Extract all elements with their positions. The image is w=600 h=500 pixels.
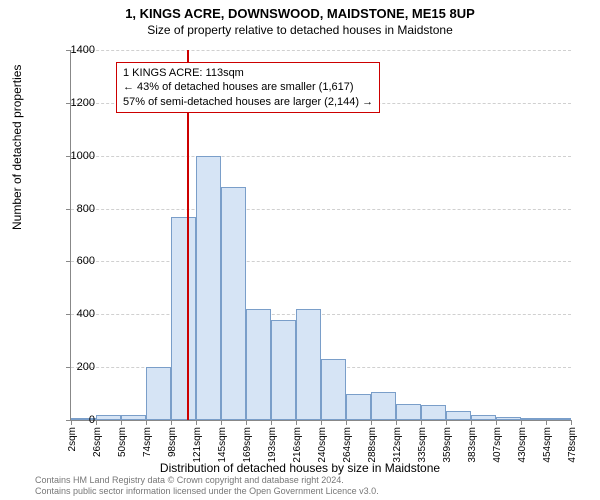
xtick-mark [171, 420, 172, 425]
xtick-label: 216sqm [292, 427, 303, 472]
histogram-bar [371, 392, 396, 420]
gridline [71, 209, 571, 210]
xtick-label: 145sqm [217, 427, 228, 472]
histogram-bar [246, 309, 271, 420]
xtick-label: 335sqm [417, 427, 428, 472]
histogram-bar [546, 418, 571, 420]
xtick-label: 312sqm [392, 427, 403, 472]
gridline [71, 314, 571, 315]
ytick-label: 1200 [55, 97, 95, 109]
xtick-label: 74sqm [142, 427, 153, 472]
annotation-line2: ← 43% of detached houses are smaller (1,… [123, 80, 373, 94]
ytick-label: 200 [55, 361, 95, 373]
histogram-bar [96, 415, 121, 420]
xtick-label: 264sqm [342, 427, 353, 472]
footer-attribution: Contains HM Land Registry data © Crown c… [35, 475, 379, 497]
histogram-bar [346, 394, 371, 420]
xtick-mark [296, 420, 297, 425]
ytick-label: 0 [55, 414, 95, 426]
histogram-bar [321, 359, 346, 420]
histogram-bar [271, 320, 296, 420]
annotation-box: 1 KINGS ACRE: 113sqm← 43% of detached ho… [116, 62, 380, 113]
gridline [71, 156, 571, 157]
gridline [71, 50, 571, 51]
xtick-mark [571, 420, 572, 425]
xtick-mark [146, 420, 147, 425]
xtick-label: 407sqm [492, 427, 503, 472]
xtick-label: 98sqm [167, 427, 178, 472]
annotation-line3: 57% of semi-detached houses are larger (… [123, 95, 373, 109]
xtick-mark [271, 420, 272, 425]
xtick-label: 430sqm [517, 427, 528, 472]
footer-line1: Contains HM Land Registry data © Crown c… [35, 475, 379, 486]
xtick-mark [246, 420, 247, 425]
histogram-bar [121, 415, 146, 420]
chart-container: 1, KINGS ACRE, DOWNSWOOD, MAIDSTONE, ME1… [0, 0, 600, 500]
histogram-bar [421, 405, 446, 420]
xtick-label: 478sqm [567, 427, 578, 472]
xtick-mark [196, 420, 197, 425]
xtick-label: 240sqm [317, 427, 328, 472]
xtick-mark [121, 420, 122, 425]
xtick-label: 383sqm [467, 427, 478, 472]
xtick-mark [371, 420, 372, 425]
xtick-mark [521, 420, 522, 425]
histogram-bar [146, 367, 171, 420]
histogram-bar [196, 156, 221, 420]
xtick-label: 288sqm [367, 427, 378, 472]
xtick-mark [321, 420, 322, 425]
xtick-label: 454sqm [542, 427, 553, 472]
histogram-bar [521, 418, 546, 420]
histogram-bar [221, 187, 246, 420]
gridline [71, 261, 571, 262]
xtick-label: 359sqm [442, 427, 453, 472]
histogram-bar [396, 404, 421, 420]
xtick-mark [421, 420, 422, 425]
xtick-mark [496, 420, 497, 425]
xtick-mark [221, 420, 222, 425]
xtick-mark [546, 420, 547, 425]
footer-line2: Contains public sector information licen… [35, 486, 379, 497]
plot-area: 1 KINGS ACRE: 113sqm← 43% of detached ho… [70, 50, 571, 421]
ytick-label: 1400 [55, 44, 95, 56]
ytick-label: 600 [55, 255, 95, 267]
xtick-mark [346, 420, 347, 425]
histogram-bar [471, 415, 496, 420]
ytick-label: 1000 [55, 150, 95, 162]
chart-title: 1, KINGS ACRE, DOWNSWOOD, MAIDSTONE, ME1… [0, 0, 600, 21]
ytick-label: 800 [55, 203, 95, 215]
chart-subtitle: Size of property relative to detached ho… [0, 21, 600, 37]
xtick-label: 26sqm [92, 427, 103, 472]
xtick-mark [96, 420, 97, 425]
histogram-bar [496, 417, 521, 420]
xtick-mark [471, 420, 472, 425]
xtick-label: 193sqm [267, 427, 278, 472]
xtick-mark [446, 420, 447, 425]
y-axis-label: Number of detached properties [10, 65, 24, 230]
annotation-line1: 1 KINGS ACRE: 113sqm [123, 66, 373, 80]
xtick-label: 50sqm [117, 427, 128, 472]
histogram-bar [446, 411, 471, 420]
histogram-bar [171, 217, 196, 421]
xtick-mark [396, 420, 397, 425]
xtick-label: 121sqm [192, 427, 203, 472]
xtick-label: 2sqm [67, 427, 78, 472]
histogram-bar [296, 309, 321, 420]
xtick-label: 169sqm [242, 427, 253, 472]
ytick-label: 400 [55, 308, 95, 320]
